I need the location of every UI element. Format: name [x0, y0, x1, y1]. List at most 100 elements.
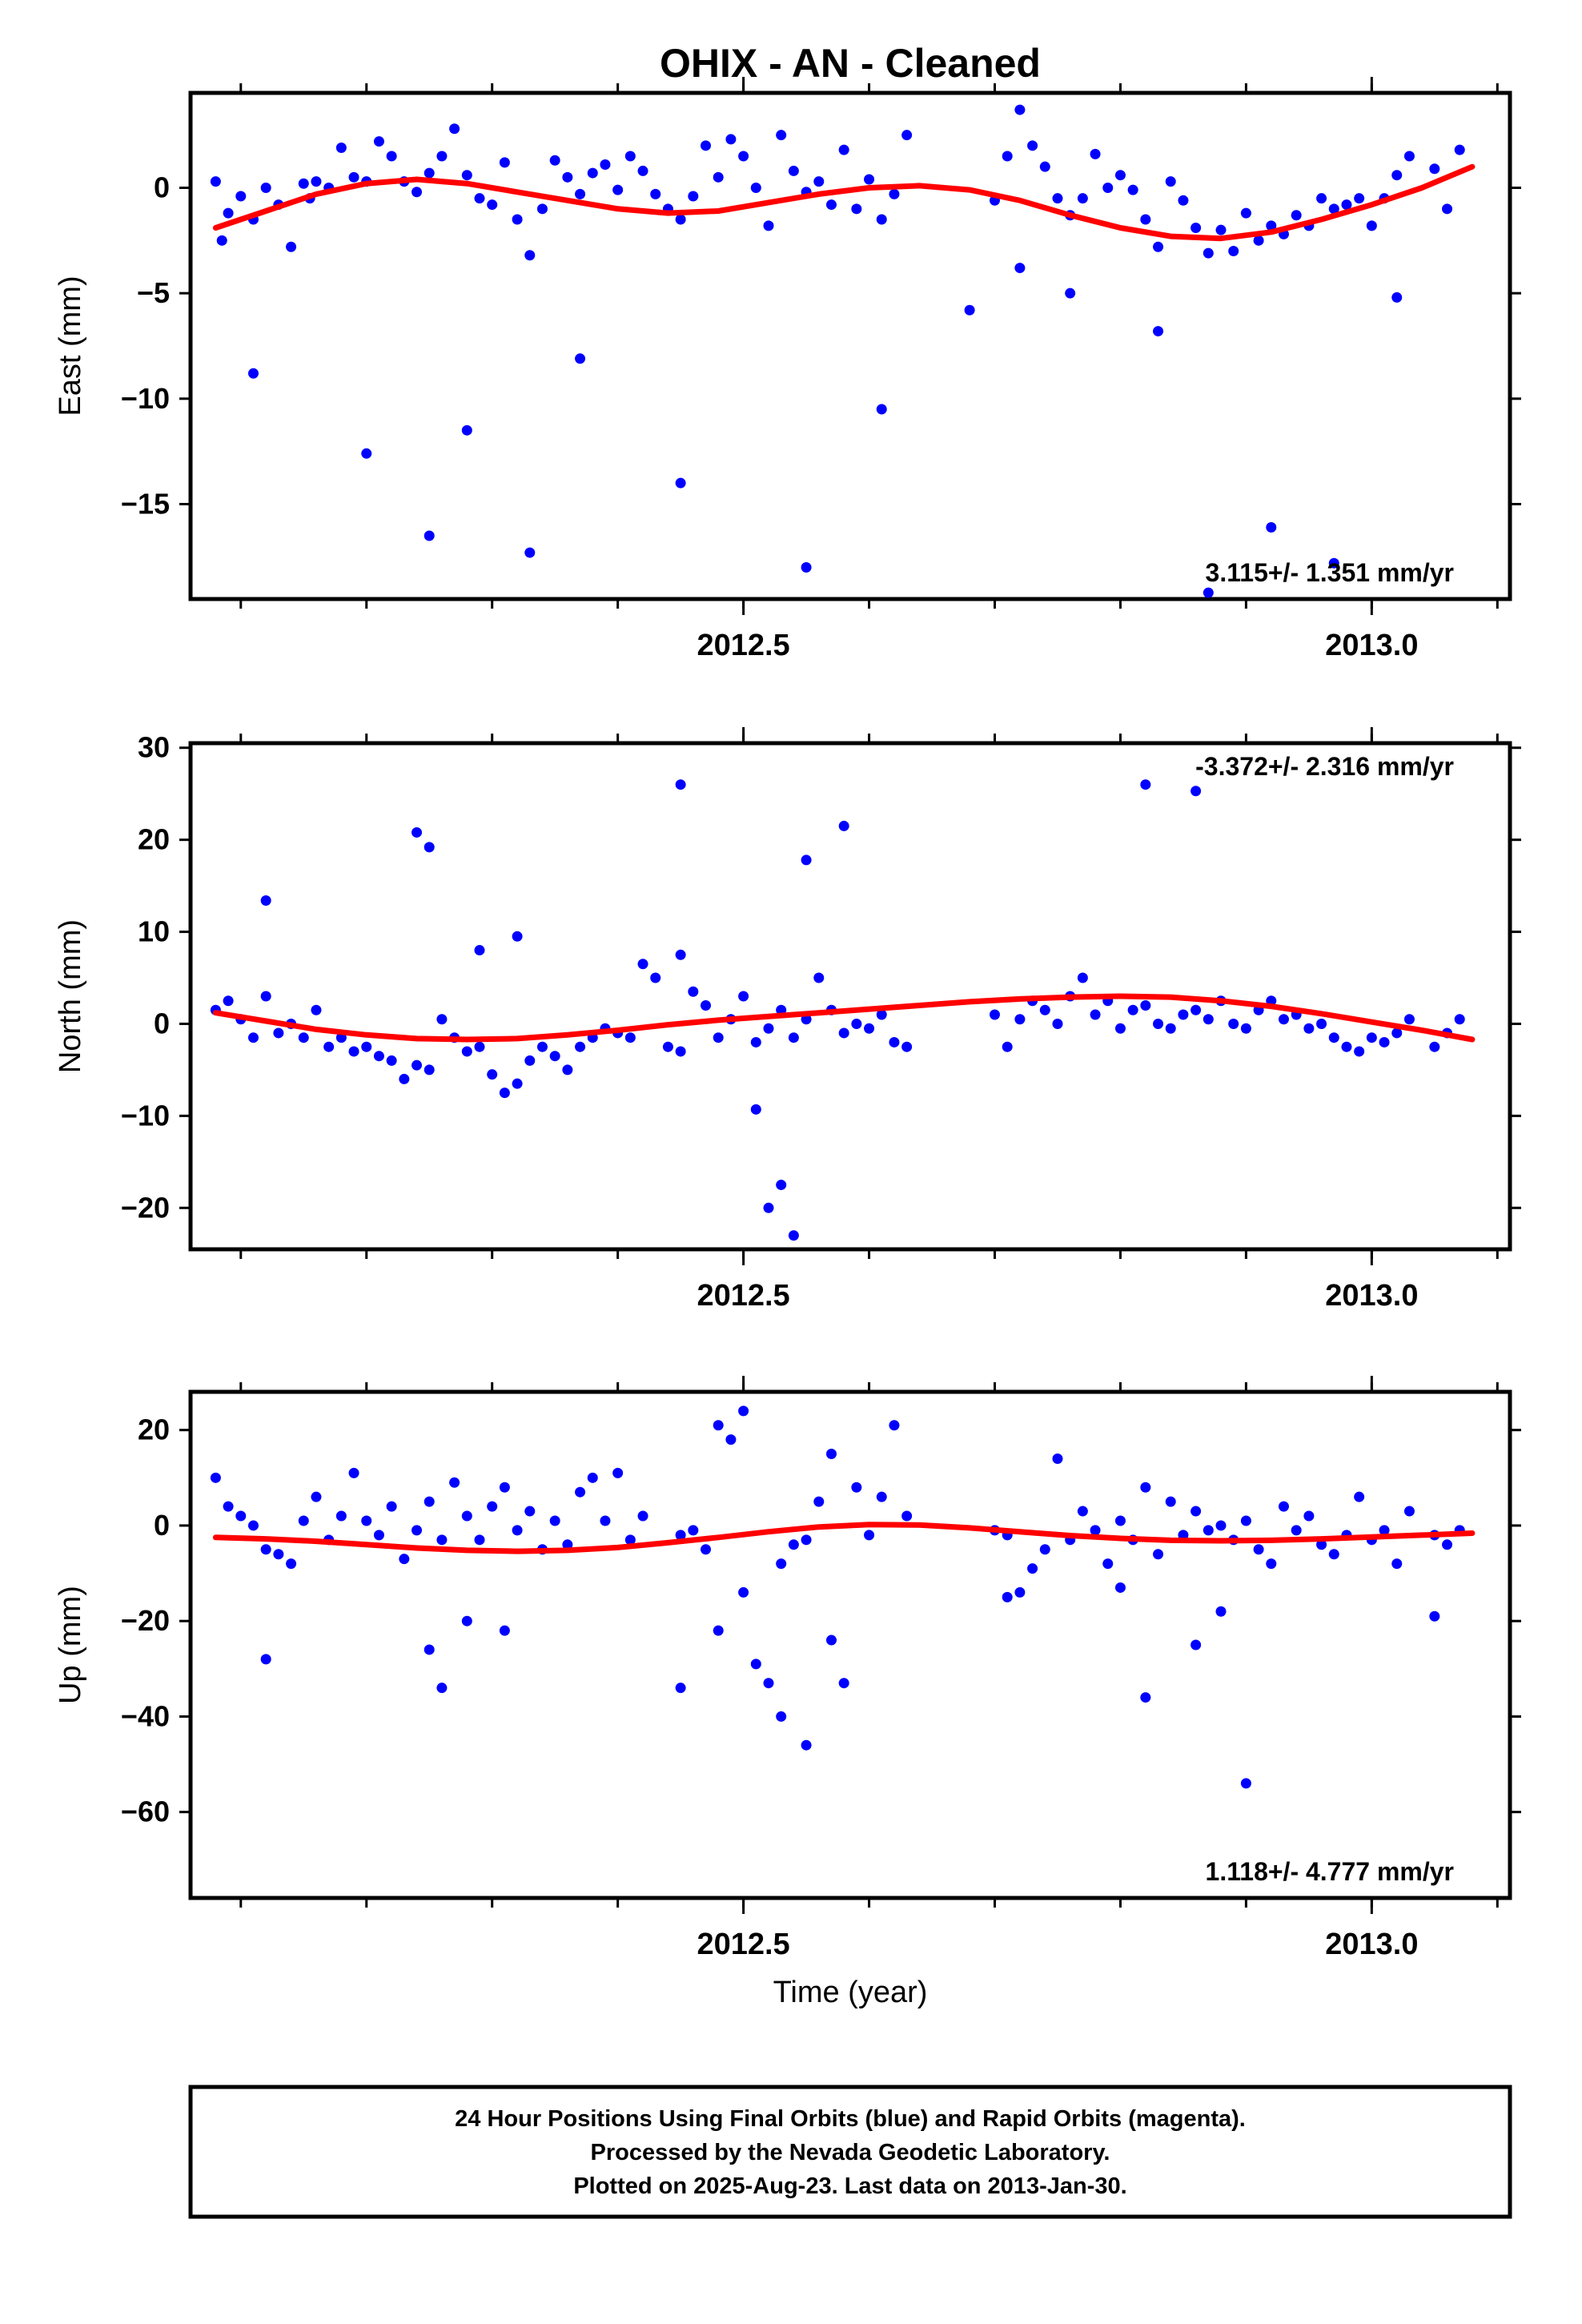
data-point	[549, 155, 560, 166]
data-point	[989, 1009, 1000, 1020]
data-point	[612, 1467, 624, 1478]
data-point	[612, 184, 624, 195]
footer-box: 24 Hour Positions Using Final Orbits (bl…	[188, 2085, 1512, 2219]
data-point	[675, 477, 686, 489]
data-point	[801, 562, 812, 573]
data-point	[1429, 163, 1440, 175]
data-point	[461, 1046, 472, 1057]
data-point	[524, 250, 536, 261]
data-point	[876, 1491, 887, 1502]
data-point	[675, 949, 686, 960]
data-point	[216, 235, 227, 246]
data-point	[562, 1064, 573, 1076]
data-point	[361, 1041, 372, 1052]
y-tick-label: 0	[154, 1509, 170, 1542]
y-tick-label: 20	[138, 823, 170, 856]
data-point	[1341, 199, 1352, 211]
data-point	[1027, 1563, 1038, 1574]
data-point	[260, 1654, 271, 1665]
data-point	[512, 1078, 523, 1089]
data-point	[298, 1032, 309, 1043]
data-point	[701, 999, 712, 1011]
data-point	[1039, 1004, 1050, 1015]
data-point	[738, 151, 749, 162]
data-point	[1429, 1041, 1440, 1052]
data-point	[1253, 1544, 1264, 1555]
data-point	[499, 157, 510, 168]
data-point	[536, 203, 548, 215]
data-point	[436, 1014, 448, 1025]
data-point	[763, 220, 774, 231]
data-point	[838, 144, 849, 155]
data-point	[512, 1525, 523, 1536]
data-point	[1191, 1506, 1202, 1517]
data-point	[1140, 779, 1151, 790]
data-point	[1002, 1041, 1013, 1052]
data-point	[750, 183, 761, 193]
rate-label: 1.118+/- 4.777 mm/yr	[1206, 1857, 1454, 1886]
y-axis-label: North (mm)	[54, 919, 87, 1073]
plot-frame	[188, 1389, 1512, 1900]
data-point	[864, 174, 875, 185]
data-point	[1391, 170, 1403, 181]
data-point	[1014, 1586, 1026, 1598]
data-point	[461, 424, 472, 436]
data-point	[688, 1525, 699, 1536]
data-point	[361, 1515, 372, 1526]
data-point	[1266, 1558, 1277, 1570]
data-point	[524, 547, 536, 558]
data-point	[1203, 1014, 1214, 1025]
data-point	[1127, 184, 1138, 195]
data-point	[738, 1586, 749, 1598]
data-point	[260, 1544, 271, 1555]
data-point	[587, 1472, 598, 1483]
y-axis-label: East (mm)	[54, 275, 87, 416]
data-point	[298, 178, 309, 189]
data-point	[436, 1683, 448, 1694]
data-point	[901, 1041, 913, 1052]
data-point	[461, 1510, 472, 1522]
x-tick-label: 2013.0	[1325, 629, 1418, 662]
trend-fit-line	[212, 993, 1476, 1043]
data-point	[889, 1036, 900, 1047]
footer-line-1: 24 Hour Positions Using Final Orbits (bl…	[455, 2106, 1246, 2132]
data-point	[1228, 1018, 1239, 1029]
data-point	[1240, 1778, 1251, 1789]
data-point	[474, 1534, 485, 1546]
data-point	[1077, 193, 1088, 204]
data-point	[575, 1041, 586, 1052]
data-point	[1165, 1496, 1176, 1507]
y-tick-label: −15	[121, 488, 170, 521]
data-point	[713, 1420, 724, 1431]
data-point	[1191, 1639, 1202, 1651]
data-point	[1191, 786, 1202, 797]
data-point	[688, 191, 699, 202]
data-point	[1328, 1549, 1339, 1560]
data-point	[424, 1496, 435, 1507]
data-point	[487, 199, 498, 211]
y-tick-label: −5	[137, 276, 170, 309]
page-title: OHIX - AN - Cleaned	[660, 41, 1041, 86]
y-tick-label: −10	[121, 382, 170, 415]
data-point	[412, 1059, 423, 1071]
data-point	[512, 214, 523, 225]
y-tick-label: 0	[154, 171, 170, 204]
data-point	[1215, 224, 1227, 235]
data-point	[424, 167, 435, 179]
data-point	[424, 530, 435, 541]
data-point	[600, 159, 611, 171]
data-point	[851, 203, 862, 215]
data-point	[1291, 210, 1302, 221]
data-point	[1278, 1501, 1289, 1512]
data-point	[624, 1032, 636, 1043]
data-point	[1090, 1525, 1101, 1536]
data-point	[412, 826, 423, 838]
data-point	[763, 1678, 774, 1689]
data-point	[247, 1032, 259, 1043]
panel-east: −15 −10 −5 0 2012.5 2013.0 East (mm) 3.115+/- 1…	[54, 77, 1521, 662]
data-point	[901, 1510, 913, 1522]
data-point	[964, 304, 975, 316]
data-point	[637, 165, 648, 176]
data-point	[1140, 1482, 1151, 1493]
data-points	[210, 104, 1465, 598]
